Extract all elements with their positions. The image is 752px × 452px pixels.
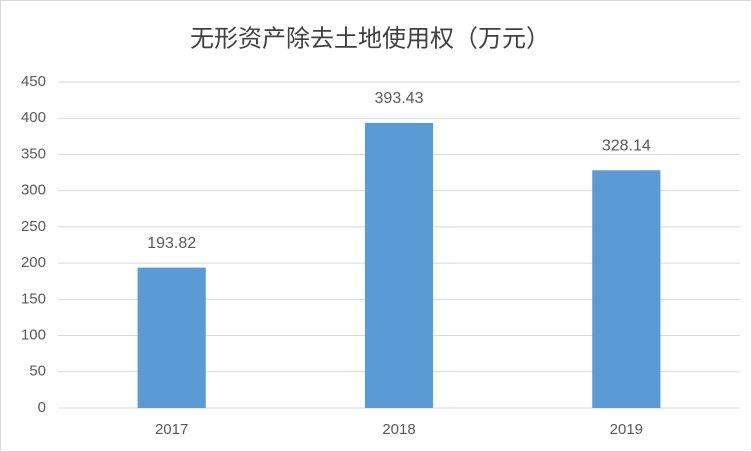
y-tick-label: 200	[21, 254, 46, 271]
bar	[364, 122, 434, 409]
x-tick-label: 2017	[155, 421, 188, 438]
value-label: 328.14	[602, 137, 651, 154]
y-tick-label: 150	[21, 290, 46, 307]
bar	[592, 170, 661, 408]
chart-title: 无形资产除去土地使用权（万元）	[190, 25, 550, 52]
y-tick-label: 450	[21, 73, 46, 90]
y-tick-label: 350	[21, 145, 46, 162]
x-tick-label: 2019	[610, 421, 643, 438]
value-label: 193.82	[147, 235, 196, 252]
y-tick-label: 400	[21, 109, 46, 126]
y-tick-label: 300	[21, 182, 46, 199]
y-tick-label: 250	[21, 218, 46, 235]
y-tick-label: 100	[21, 327, 46, 344]
value-label: 393.43	[375, 90, 424, 107]
y-tick-label: 0	[38, 399, 46, 416]
bar	[137, 267, 206, 408]
y-tick-label: 50	[29, 363, 46, 380]
x-tick-label: 2018	[382, 421, 415, 438]
